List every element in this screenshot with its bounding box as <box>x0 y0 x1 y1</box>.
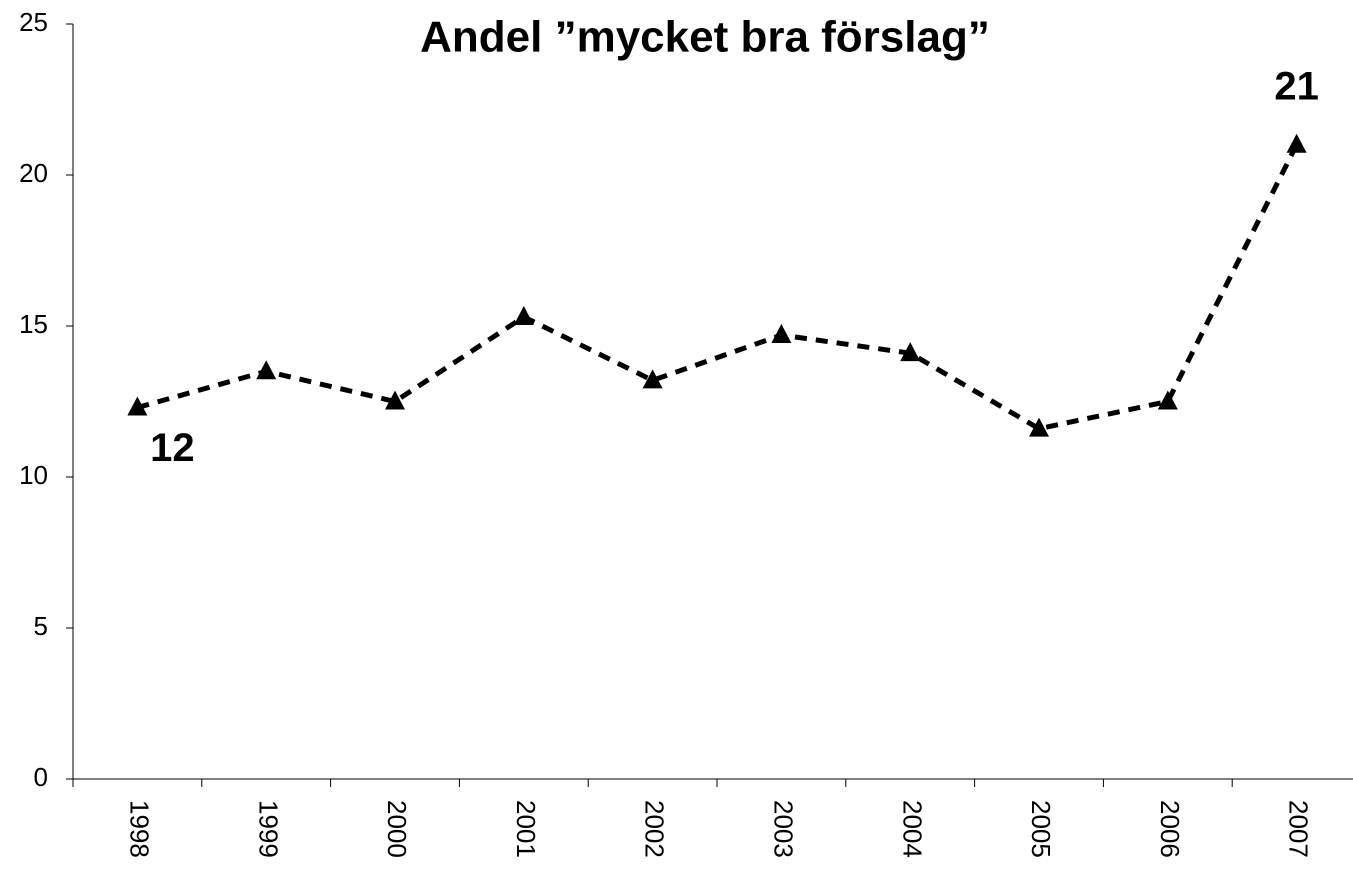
marker <box>900 342 921 362</box>
y-tick-label: 20 <box>19 158 48 188</box>
marker <box>385 390 405 410</box>
x-tick-label: 2001 <box>511 800 541 858</box>
marker <box>1286 133 1307 153</box>
x-tick-label: 2002 <box>640 800 670 858</box>
x-tick-label: 1999 <box>253 800 283 858</box>
x-tick-label: 2000 <box>382 800 412 858</box>
y-tick-label: 10 <box>19 460 48 490</box>
marker <box>771 324 792 344</box>
y-tick-label: 5 <box>34 611 48 641</box>
marker <box>1157 390 1178 410</box>
data-label: 12 <box>150 426 195 470</box>
marker <box>127 396 148 416</box>
x-tick-label: 1998 <box>125 800 155 858</box>
marker <box>642 369 663 389</box>
x-tick-label: 2005 <box>1026 800 1056 858</box>
y-tick-label: 0 <box>34 762 48 792</box>
x-tick-label: 2004 <box>897 800 927 858</box>
line <box>136 143 1299 432</box>
data-label: 21 <box>1274 64 1319 108</box>
x-tick-label: 2006 <box>1155 800 1185 858</box>
x-tick-label: 2007 <box>1284 800 1314 858</box>
chart-title: Andel ”mycket bra förslag” <box>420 13 990 62</box>
x-tick-label: 2003 <box>769 800 799 858</box>
marker <box>1029 417 1049 437</box>
y-tick-label: 15 <box>19 309 48 339</box>
marker <box>513 305 534 325</box>
marker <box>256 360 277 380</box>
y-tick-label: 25 <box>19 7 48 37</box>
